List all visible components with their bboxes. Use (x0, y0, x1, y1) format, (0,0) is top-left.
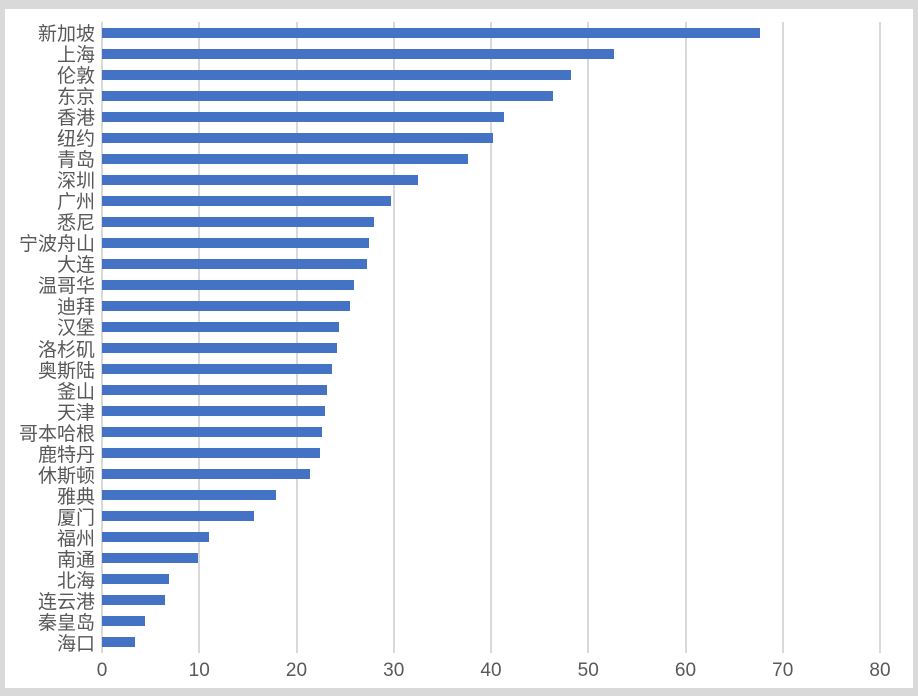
chart-canvas: 新加坡 上海 伦敦 东京 香港 纽约 青岛 深圳 广州 悉尼 宁波舟山 大连 温哥华 迪拜 汉堡 洛杉矶 奥斯陆… (5, 9, 913, 688)
tick-label-50: 50 (577, 660, 599, 681)
category-label-南通: 南通 (56, 549, 95, 571)
bar-温哥华 (102, 279, 354, 290)
bar-南通 (102, 553, 199, 564)
bar-伦敦 (102, 69, 571, 80)
bar-洛杉矶 (102, 343, 338, 354)
gridline-0 (101, 22, 103, 653)
category-label-汉堡: 汉堡 (56, 318, 95, 340)
bar-青岛 (102, 153, 468, 164)
category-label-海口: 海口 (56, 633, 95, 655)
category-label-连云港: 连云港 (37, 591, 95, 613)
bar-深圳 (102, 174, 419, 185)
tick-label-10: 10 (188, 660, 210, 681)
category-label-香港: 香港 (56, 108, 95, 130)
bar-上海 (102, 48, 614, 59)
category-label-深圳: 深圳 (56, 171, 95, 193)
bar-连云港 (102, 595, 166, 606)
bar-天津 (102, 406, 325, 417)
tick-label-80: 80 (869, 660, 891, 681)
bar-哥本哈根 (102, 427, 322, 438)
bar-迪拜 (102, 300, 350, 311)
bar-广州 (102, 195, 391, 206)
bar-大连 (102, 258, 367, 269)
category-label-北海: 北海 (56, 570, 95, 592)
category-label-天津: 天津 (56, 402, 95, 424)
category-label-秦皇岛: 秦皇岛 (37, 612, 95, 634)
value-axis: 0 10 20 30 40 50 60 70 80 (97, 660, 891, 684)
category-label-上海: 上海 (56, 45, 95, 67)
category-label-雅典: 雅典 (56, 486, 95, 508)
bar-休斯顿 (102, 469, 311, 480)
gridline-60 (684, 22, 687, 653)
category-label-釜山: 釜山 (56, 381, 95, 403)
category-label-纽约: 纽约 (56, 129, 95, 151)
category-label-洛杉矶: 洛杉矶 (37, 339, 95, 361)
gridline-40 (490, 22, 492, 653)
category-label-休斯顿: 休斯顿 (37, 465, 95, 487)
category-label-哥本哈根: 哥本哈根 (18, 423, 95, 445)
gridline-70 (781, 22, 784, 653)
tick-label-20: 20 (285, 660, 308, 681)
category-label-东京: 东京 (56, 87, 95, 109)
gridline-30 (392, 22, 395, 653)
tick-label-30: 30 (383, 660, 405, 681)
category-label-奥斯陆: 奥斯陆 (37, 360, 95, 382)
bar-北海 (102, 574, 170, 585)
category-label-迪拜: 迪拜 (56, 297, 95, 319)
category-label-悉尼: 悉尼 (56, 213, 95, 235)
bar-宁波舟山 (102, 237, 370, 248)
tick-label-60: 60 (674, 660, 697, 681)
category-label-宁波舟山: 宁波舟山 (18, 234, 95, 256)
bar-奥斯陆 (102, 364, 332, 375)
category-label-鹿特丹: 鹿特丹 (37, 444, 95, 466)
bar-秦皇岛 (102, 616, 145, 627)
category-label-广州: 广州 (56, 192, 95, 214)
gridline-80 (879, 22, 881, 653)
bar-鹿特丹 (102, 448, 320, 459)
bar-悉尼 (102, 216, 375, 227)
gridline-50 (587, 22, 590, 653)
plot-area (101, 22, 881, 653)
bar-厦门 (102, 511, 254, 522)
bar-纽约 (102, 132, 493, 143)
category-label-大连: 大连 (56, 255, 95, 277)
bar-福州 (102, 532, 209, 543)
tick-label-0: 0 (96, 660, 108, 681)
category-axis: 新加坡 上海 伦敦 东京 香港 纽约 青岛 深圳 广州 悉尼 宁波舟山 大连 温哥华 迪拜 汉堡 洛杉矶 奥斯陆… (5, 22, 95, 655)
bar-东京 (102, 90, 554, 101)
tick-label-70: 70 (772, 660, 794, 681)
category-label-厦门: 厦门 (56, 507, 95, 529)
category-label-温哥华: 温哥华 (37, 276, 95, 298)
category-label-青岛: 青岛 (56, 150, 95, 172)
category-label-伦敦: 伦敦 (56, 66, 95, 88)
gridline-10 (198, 22, 201, 653)
tick-label-40: 40 (480, 660, 502, 681)
category-label-福州: 福州 (56, 528, 95, 550)
gridline-20 (295, 22, 298, 653)
bar-海口 (102, 637, 136, 648)
bar-香港 (102, 111, 504, 122)
bar-汉堡 (102, 321, 340, 332)
bar-新加坡 (102, 27, 761, 38)
category-label-新加坡: 新加坡 (37, 24, 95, 46)
bar-釜山 (102, 385, 327, 396)
bar-雅典 (102, 490, 277, 501)
